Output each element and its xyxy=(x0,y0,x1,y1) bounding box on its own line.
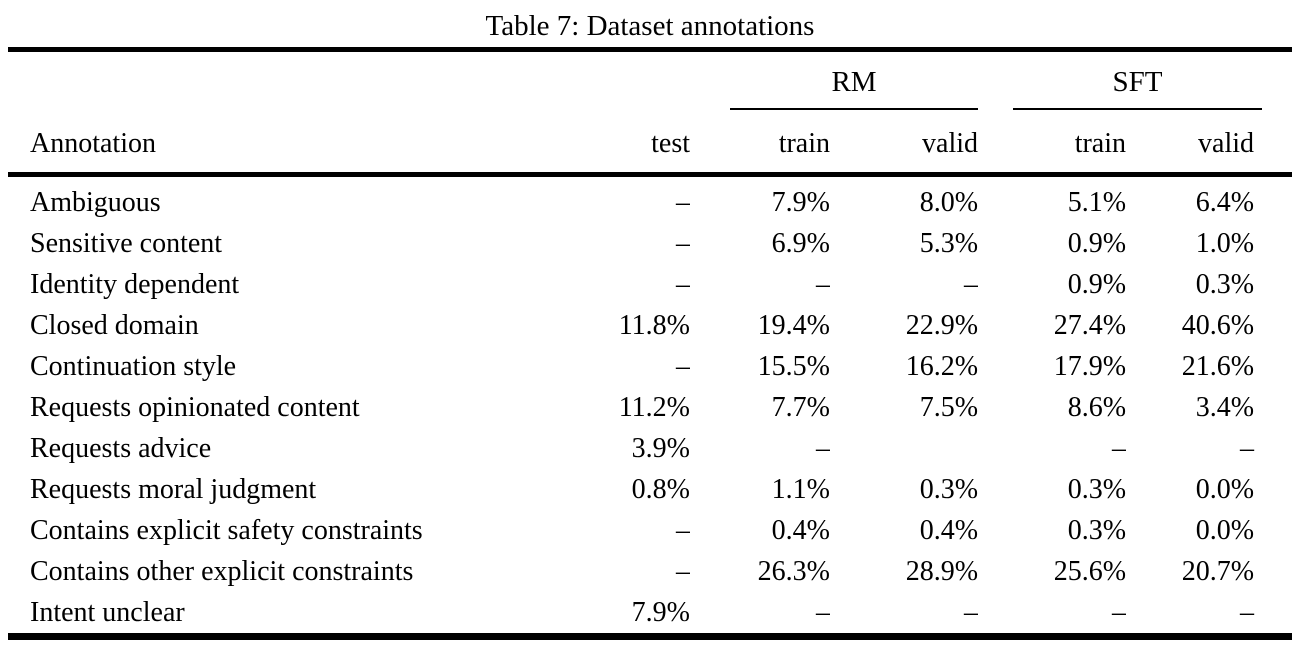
column-header-row: Annotation test train valid train valid xyxy=(8,110,1293,177)
table-row: Requests moral judgment 0.8% 1.1% 0.3% 0.3% 0… xyxy=(8,469,1292,510)
column-header-test: test xyxy=(600,110,690,177)
value-cell: 1.1% xyxy=(771,474,830,505)
table-row: Identity dependent – – – 0.9% 0.3% xyxy=(8,264,1292,305)
group-header-sft: SFT xyxy=(978,50,1292,110)
value-cell: 5.1% xyxy=(1067,187,1127,218)
value-cell: 0.4% xyxy=(919,515,979,546)
table-body: Ambiguous – 7.9% 8.0% 5.1% 6.4% Sensitive cont… xyxy=(8,175,1292,637)
value-cell: 21.6% xyxy=(1181,351,1255,382)
value-cell: – xyxy=(816,269,830,300)
paper-page: Table 7: Dataset annotations RM SFT Anno… xyxy=(8,10,1293,640)
value-cell: 11.2% xyxy=(618,392,690,423)
table-row: Requests opinionated content 11.2% 7.7% 7.5… xyxy=(8,387,1292,428)
value-cell: 0.3% xyxy=(919,474,979,505)
value-cell: 25.6% xyxy=(1053,556,1127,587)
annotation-cell: Identity dependent xyxy=(30,269,240,300)
value-cell: – xyxy=(1112,433,1127,464)
value-cell: 40.6% xyxy=(1181,310,1255,341)
value-cell: – xyxy=(676,269,690,300)
table-row: Ambiguous – 7.9% 8.0% 5.1% 6.4% xyxy=(8,175,1292,224)
value-cell: 28.9% xyxy=(905,556,979,587)
value-cell: 15.5% xyxy=(757,351,830,382)
table-caption: Table 7: Dataset annotations xyxy=(485,10,815,42)
value-cell: – xyxy=(1240,433,1255,464)
value-cell: – xyxy=(816,597,830,628)
column-header-annotation: Annotation xyxy=(8,110,600,177)
value-cell: 22.9% xyxy=(905,310,979,341)
value-cell: 0.8% xyxy=(631,474,690,505)
value-cell: – xyxy=(964,597,979,628)
annotation-cell: Continuation style xyxy=(30,351,237,382)
value-cell: – xyxy=(676,228,690,259)
value-cell: 1.0% xyxy=(1195,228,1255,259)
value-cell: – xyxy=(676,556,690,587)
table-header: RM SFT Annotation test train valid train… xyxy=(8,50,1293,177)
column-header-rm-valid: valid xyxy=(830,110,979,177)
value-cell: 0.4% xyxy=(771,515,830,546)
annotation-cell: Intent unclear xyxy=(30,597,185,628)
table-row: Contains other explicit constraints – 26.3… xyxy=(8,551,1292,592)
table-row: Intent unclear 7.9% – – – – xyxy=(8,592,1292,637)
value-cell: 11.8% xyxy=(618,310,690,341)
value-cell: 0.0% xyxy=(1195,474,1255,505)
table-row: Requests advice 3.9% – – – xyxy=(8,428,1292,469)
table-row: Continuation style – 15.5% 16.2% 17.9% 21.6% xyxy=(8,346,1292,387)
value-cell: 7.9% xyxy=(631,597,690,628)
column-header-rm-train: train xyxy=(690,110,830,177)
group-label-sft: SFT xyxy=(1013,62,1263,110)
value-cell: 19.4% xyxy=(757,310,830,341)
value-cell: 20.7% xyxy=(1181,556,1255,587)
value-cell: – xyxy=(676,515,690,546)
table-row: Sensitive content – 6.9% 5.3% 0.9% 1.0% xyxy=(8,223,1292,264)
column-header-sft-valid: valid xyxy=(1126,110,1293,177)
column-header-sft-train: train xyxy=(978,110,1127,177)
value-cell: 3.9% xyxy=(631,433,690,464)
value-cell: 5.3% xyxy=(919,228,979,259)
group-header-spacer xyxy=(8,50,690,111)
value-cell: 0.3% xyxy=(1067,474,1127,505)
group-header-row: RM SFT xyxy=(8,50,1292,111)
value-cell: 0.3% xyxy=(1067,515,1127,546)
value-cell: – xyxy=(1112,597,1127,628)
value-cell: 7.5% xyxy=(919,392,979,423)
value-cell: 17.9% xyxy=(1053,351,1127,382)
value-cell: 0.3% xyxy=(1195,269,1255,300)
group-header-rm: RM xyxy=(690,50,979,110)
value-cell: 8.0% xyxy=(919,187,979,218)
value-cell: 8.6% xyxy=(1067,392,1127,423)
value-cell: 26.3% xyxy=(757,556,830,587)
value-cell: – xyxy=(1240,597,1255,628)
annotation-cell: Closed domain xyxy=(30,310,199,341)
value-cell: 7.9% xyxy=(771,187,830,218)
table-row: Closed domain 11.8% 19.4% 22.9% 27.4% 40.6% xyxy=(8,305,1292,346)
value-cell xyxy=(830,428,978,469)
value-cell: 0.9% xyxy=(1067,228,1127,259)
value-cell: 3.4% xyxy=(1195,392,1255,423)
value-cell: 0.0% xyxy=(1195,515,1255,546)
annotation-cell: Contains explicit safety constraints xyxy=(30,515,423,546)
annotation-cell: Sensitive content xyxy=(30,228,223,259)
value-cell: 7.7% xyxy=(771,392,830,423)
dataset-annotations-table: RM SFT Annotation test train valid train… xyxy=(8,47,1293,640)
annotation-cell: Contains other explicit constraints xyxy=(30,556,414,587)
value-cell: 6.4% xyxy=(1195,187,1255,218)
value-cell: 16.2% xyxy=(905,351,979,382)
value-cell: – xyxy=(676,351,690,382)
annotation-cell: Requests opinionated content xyxy=(30,392,360,423)
value-cell: 0.9% xyxy=(1067,269,1127,300)
group-label-rm: RM xyxy=(730,62,979,110)
annotation-cell: Requests advice xyxy=(30,433,212,464)
value-cell: – xyxy=(676,187,690,218)
value-cell: – xyxy=(816,433,830,464)
table-row: Contains explicit safety constraints – 0.4… xyxy=(8,510,1292,551)
value-cell: 27.4% xyxy=(1053,310,1127,341)
annotation-cell: Ambiguous xyxy=(30,187,161,218)
value-cell: – xyxy=(964,269,979,300)
value-cell: 6.9% xyxy=(771,228,830,259)
annotation-cell: Requests moral judgment xyxy=(30,474,317,505)
